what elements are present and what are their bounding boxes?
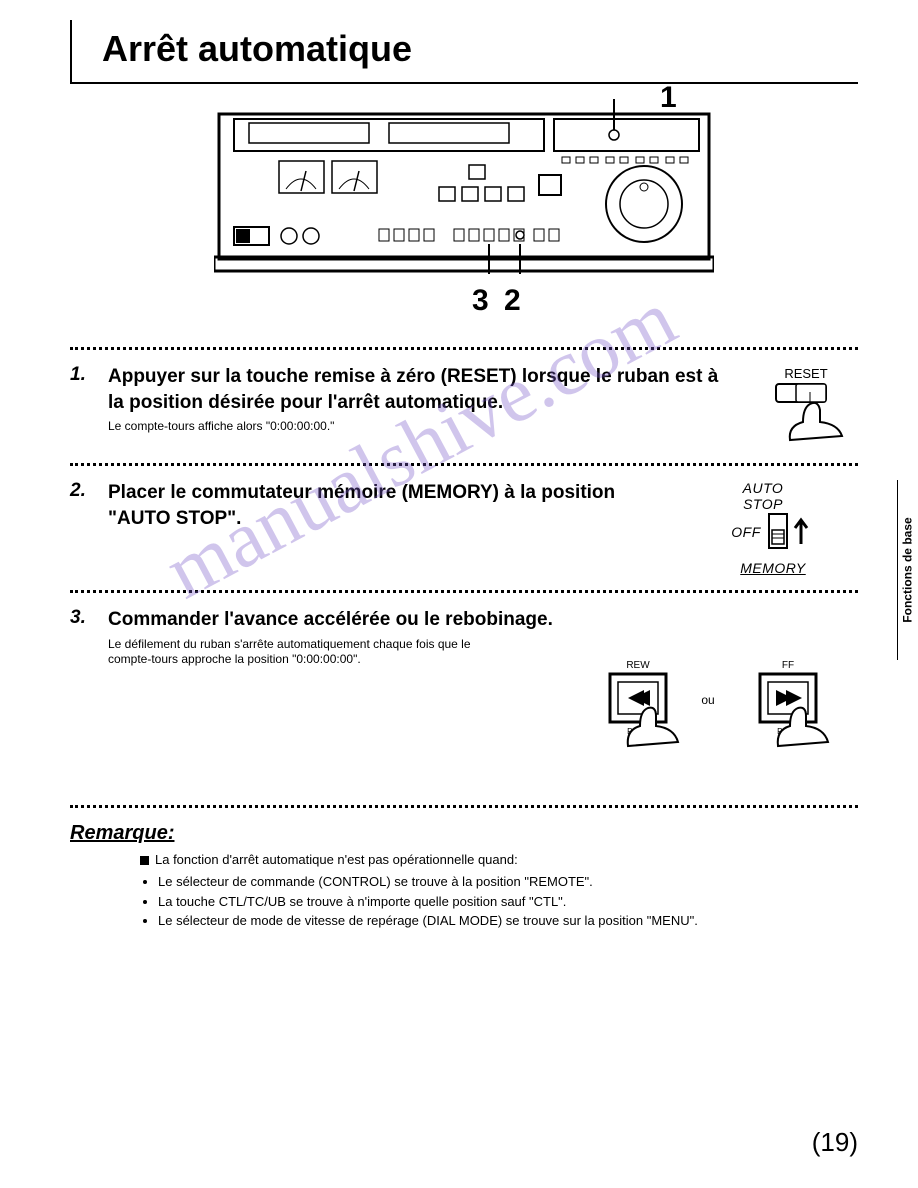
ff-label: FF — [782, 660, 794, 671]
step-3-subtext: Le défilement du ruban s'arrête automati… — [108, 637, 488, 668]
off-label: OFF — [731, 524, 761, 540]
callout-2: 2 — [504, 284, 521, 318]
step-3-number: 3. — [70, 607, 108, 629]
divider — [70, 463, 858, 466]
rew-label: REW — [626, 660, 650, 671]
divider — [70, 347, 858, 350]
step-2-illustration: AUTO STOP OFF MEMORY — [688, 480, 858, 576]
step-1-illustration: RESET — [748, 364, 858, 449]
device-diagram: 1 — [70, 99, 858, 327]
step-3-illustration: REW PAGE ou FF PAGE — [70, 656, 848, 761]
or-label: ou — [701, 693, 714, 707]
step-2-number: 2. — [70, 480, 108, 502]
step-1-subtext: Le compte-tours affiche alors "0:00:00:0… — [108, 419, 736, 435]
remarque-title: Remarque: — [70, 822, 858, 845]
reset-label: RESET — [784, 366, 827, 381]
side-tab-label: Fonctions de base — [901, 517, 915, 622]
remarque-list: Le sélecteur de commande (CONTROL) se tr… — [158, 873, 858, 932]
step-1: 1. Appuyer sur la touche remise à zéro (… — [70, 364, 858, 449]
step-1-number: 1. — [70, 364, 108, 386]
stop-label: STOP — [743, 496, 783, 512]
remarque-bullet-1: Le sélecteur de commande (CONTROL) se tr… — [158, 873, 858, 892]
memory-label: MEMORY — [740, 560, 805, 576]
page-number: (19) — [812, 1127, 858, 1158]
divider — [70, 590, 858, 593]
auto-label: AUTO — [743, 480, 784, 496]
step-2-heading: Placer le commutateur mémoire (MEMORY) à… — [108, 480, 676, 531]
title-bar: Arrêt automatique — [70, 20, 858, 84]
remarque-bullet-2: La touche CTL/TC/UB se trouve à n'import… — [158, 893, 858, 912]
divider — [70, 805, 858, 808]
remarque-body: La fonction d'arrêt automatique n'est pa… — [70, 851, 858, 931]
remarque-intro: La fonction d'arrêt automatique n'est pa… — [155, 852, 518, 867]
step-2: 2. Placer le commutateur mémoire (MEMORY… — [70, 480, 858, 576]
side-tab: Fonctions de base — [897, 480, 918, 660]
vcr-front-panel-icon — [214, 99, 714, 274]
page-title: Arrêt automatique — [102, 28, 858, 70]
remarque-bullet-3: Le sélecteur de mode de vitesse de repér… — [158, 912, 858, 931]
square-bullet-icon — [140, 856, 149, 865]
memory-switch-icon — [765, 512, 815, 552]
step-1-heading: Appuyer sur la touche remise à zéro (RES… — [108, 364, 736, 415]
callout-1: 1 — [660, 81, 677, 115]
callout-3: 3 — [472, 284, 489, 318]
step-3-heading: Commander l'avance accélérée ou le rebob… — [108, 607, 858, 633]
